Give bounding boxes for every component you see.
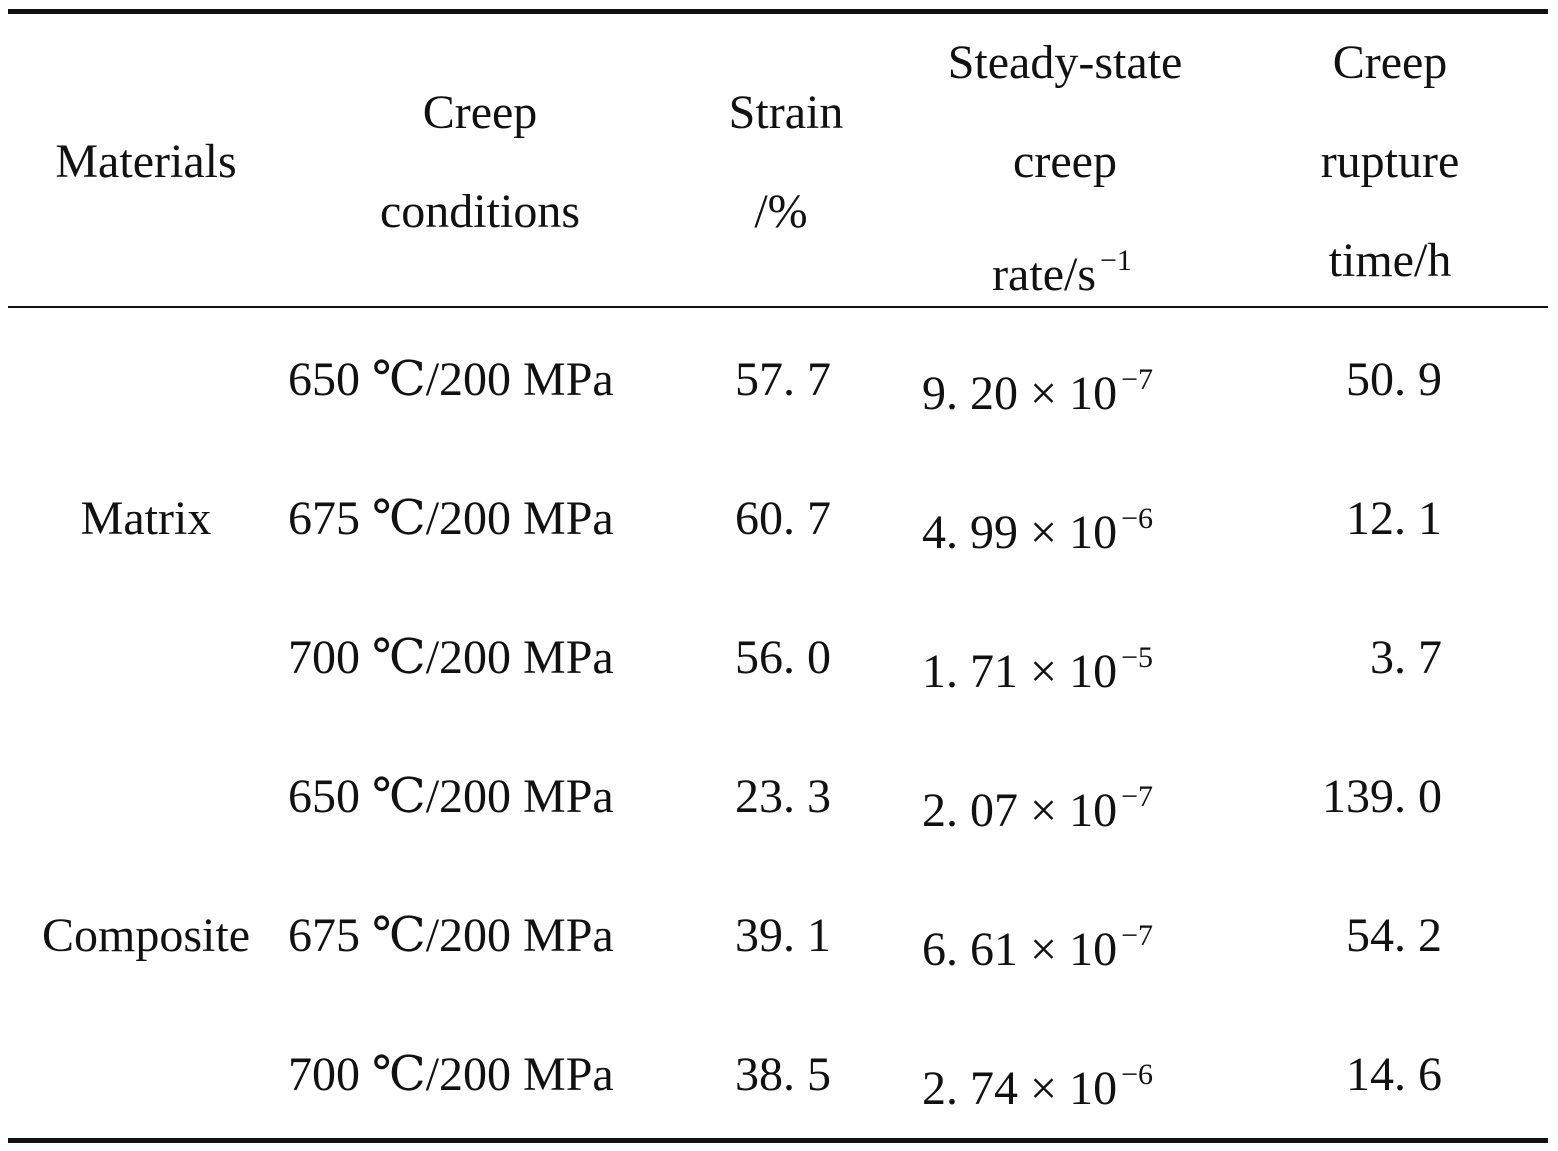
table-row-3-strain: 23. 3 bbox=[735, 770, 831, 823]
table-row-3-rate-exponent: −7 bbox=[1121, 780, 1153, 813]
table-row-4-condition: 675 ℃/200 MPa bbox=[288, 909, 614, 962]
table-row-0-rupture: 50. 9 bbox=[1346, 353, 1442, 406]
table-row-2-rate: 1. 71 × 10 −5 bbox=[922, 633, 1153, 697]
table-row-3-rupture: 139. 0 bbox=[1322, 770, 1442, 823]
table-row-3-rate-mantissa: 2. 07 × 10 bbox=[922, 784, 1118, 837]
header-creep-conditions-line1: Creep bbox=[422, 86, 538, 139]
table-row-2-rate-mantissa: 1. 71 × 10 bbox=[922, 645, 1118, 698]
table-row-1-rate-mantissa: 4. 99 × 10 bbox=[922, 506, 1118, 559]
table-row-4-rate: 6. 61 × 10 −7 bbox=[922, 911, 1153, 975]
header-rupture-line1: Creep bbox=[1332, 36, 1448, 89]
material-matrix: Matrix bbox=[80, 492, 212, 545]
header-rule bbox=[8, 306, 1548, 308]
material-composite: Composite bbox=[41, 909, 251, 962]
header-materials: Materials bbox=[55, 135, 237, 188]
header-strain-line1: Strain bbox=[728, 86, 844, 139]
header-creep-conditions-line2: conditions bbox=[380, 185, 580, 238]
table-row-0-rate-exponent: −7 bbox=[1121, 363, 1153, 396]
table-row-2-rupture: 3. 7 bbox=[1370, 631, 1442, 684]
table-row-2-strain: 56. 0 bbox=[735, 631, 831, 684]
top-rule bbox=[8, 9, 1548, 14]
table-row-4-rupture: 54. 2 bbox=[1346, 909, 1442, 962]
table-row-1-rate: 4. 99 × 10 −6 bbox=[922, 494, 1153, 558]
header-steady-state-line3: rate/s −1 bbox=[992, 236, 1132, 300]
table-row-0-rate: 9. 20 × 10 −7 bbox=[922, 355, 1153, 419]
table-row-3-condition: 650 ℃/200 MPa bbox=[288, 770, 614, 823]
table-row-0-rate-mantissa: 9. 20 × 10 bbox=[922, 367, 1118, 420]
header-steady-state-line1: Steady-state bbox=[947, 36, 1183, 89]
bottom-rule bbox=[8, 1138, 1548, 1143]
table-row-5-rate-mantissa: 2. 74 × 10 bbox=[922, 1062, 1118, 1115]
header-steady-state-exponent: −1 bbox=[1100, 244, 1132, 277]
table-row-0-condition: 650 ℃/200 MPa bbox=[288, 353, 614, 406]
table-row-4-rate-exponent: −7 bbox=[1121, 919, 1153, 952]
table-row-1-strain: 60. 7 bbox=[735, 492, 831, 545]
table-row-5-rate-exponent: −6 bbox=[1121, 1058, 1153, 1091]
table-row-1-rate-exponent: −6 bbox=[1121, 502, 1153, 535]
table-row-4-strain: 39. 1 bbox=[735, 909, 831, 962]
header-rupture-line3: time/h bbox=[1328, 234, 1452, 287]
table-row-1-condition: 675 ℃/200 MPa bbox=[288, 492, 614, 545]
table-row-4-rate-mantissa: 6. 61 × 10 bbox=[922, 923, 1118, 976]
table-row-2-rate-exponent: −5 bbox=[1121, 641, 1153, 674]
header-rupture-line2: rupture bbox=[1320, 135, 1460, 188]
table-row-5-strain: 38. 5 bbox=[735, 1048, 831, 1101]
header-steady-state-line2: creep bbox=[1013, 135, 1117, 188]
table-row-5-condition: 700 ℃/200 MPa bbox=[288, 1048, 614, 1101]
table-row-0-strain: 57. 7 bbox=[735, 353, 831, 406]
table-row-2-condition: 700 ℃/200 MPa bbox=[288, 631, 614, 684]
table-row-5-rate: 2. 74 × 10 −6 bbox=[922, 1050, 1153, 1114]
header-strain-line2: /% bbox=[754, 185, 808, 238]
table-row-3-rate: 2. 07 × 10 −7 bbox=[922, 772, 1153, 836]
table-row-1-rupture: 12. 1 bbox=[1346, 492, 1442, 545]
table-row-5-rupture: 14. 6 bbox=[1346, 1048, 1442, 1101]
header-steady-state-unit: rate/s bbox=[992, 248, 1097, 301]
